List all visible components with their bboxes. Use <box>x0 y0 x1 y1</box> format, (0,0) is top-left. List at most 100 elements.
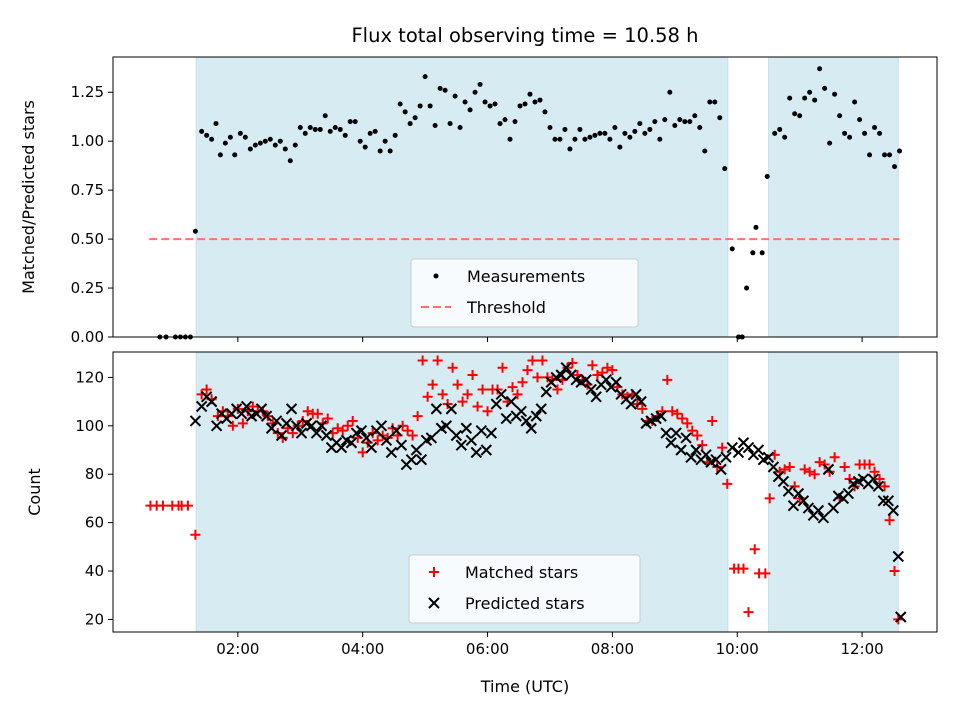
x-tick-label: 10:00 <box>716 640 759 658</box>
predicted-point <box>817 512 830 524</box>
predicted-point <box>345 437 358 449</box>
predicted-point <box>777 475 790 488</box>
measurement-point <box>672 123 678 129</box>
predicted-point <box>762 451 775 463</box>
measurement-point <box>357 138 363 144</box>
measurement-point <box>332 124 338 130</box>
measurement-point <box>532 99 538 105</box>
measurement-point <box>637 121 643 127</box>
predicted-point <box>395 439 408 451</box>
measurement-point <box>272 142 278 148</box>
measurement-point <box>777 126 783 132</box>
predicted-point <box>680 432 692 444</box>
matched-point <box>738 563 749 574</box>
measurement-point <box>612 124 618 130</box>
measurement-point <box>567 146 573 152</box>
measurement-point <box>707 99 713 105</box>
measurement-point <box>372 128 378 134</box>
matched-point <box>537 355 548 366</box>
predicted-point <box>732 446 745 459</box>
measurement-point <box>262 138 268 144</box>
x-axis-label: Time (UTC) <box>480 677 569 696</box>
measurement-point <box>552 136 558 142</box>
predicted-point <box>882 495 895 507</box>
measurement-point <box>252 142 258 148</box>
matched-point <box>337 425 348 436</box>
matched-point <box>237 418 248 429</box>
measurement-point <box>457 124 463 130</box>
predicted-point <box>355 424 368 437</box>
measurement-point <box>437 85 443 91</box>
measurement-point <box>217 152 223 158</box>
bottom-panel: 20 40 60 80 100 120 02:00 04:00 06:00 08:00 10:00 1… <box>25 351 938 658</box>
measurement-point <box>307 124 313 130</box>
legend-matched-swatch <box>429 567 439 577</box>
predicted-point <box>580 374 592 386</box>
matched-point <box>312 408 323 419</box>
matched-point <box>512 389 523 400</box>
predicted-point <box>515 405 527 417</box>
matched-point <box>517 377 528 388</box>
measurement-point <box>572 136 578 142</box>
measurement-point <box>702 148 708 154</box>
matched-point <box>552 384 563 395</box>
predicted-point <box>305 420 318 432</box>
y-tick-label: 80 <box>85 465 104 483</box>
predicted-point <box>822 463 835 476</box>
y-tick-label: 0.00 <box>71 328 104 346</box>
measurement-point <box>797 113 803 119</box>
measurement-point <box>537 97 543 103</box>
legend-frame <box>408 554 641 624</box>
predicted-point <box>505 395 517 408</box>
predicted-point <box>205 395 218 408</box>
matched-point <box>743 607 754 618</box>
measurement-point <box>744 285 750 291</box>
measurement-point <box>204 132 210 138</box>
measurement-point <box>652 119 658 125</box>
predicted-point <box>685 451 697 463</box>
measurement-point <box>872 124 878 130</box>
predicted-point <box>895 611 907 623</box>
figure-title: Flux total observing time = 10.58 h <box>351 24 698 47</box>
measurement-point <box>407 121 413 127</box>
matched-point <box>809 469 820 480</box>
predicted-point <box>635 395 647 408</box>
matched-point <box>532 372 543 383</box>
measurement-point <box>750 250 756 256</box>
y-tick-label: 0.50 <box>71 230 104 248</box>
measurement-point <box>867 152 873 158</box>
matched-point <box>692 430 703 441</box>
matched-point <box>347 415 358 426</box>
matched-point <box>869 466 880 477</box>
measurement-point <box>402 109 408 115</box>
predicted-point <box>460 422 473 434</box>
measurement-point <box>267 136 273 142</box>
measurement-point <box>602 130 608 136</box>
measurement-point <box>317 126 323 132</box>
series-measurements <box>157 66 903 340</box>
x-tick-label: 08:00 <box>591 640 634 658</box>
predicted-point <box>485 427 497 439</box>
y-tick-label: 1.25 <box>71 83 104 101</box>
measurement-point <box>782 134 788 140</box>
predicted-point <box>285 403 298 415</box>
measurement-point <box>887 152 893 158</box>
measurement-point <box>347 119 353 125</box>
measurement-point <box>297 124 303 130</box>
measurement-point <box>753 224 759 230</box>
legend-measurement-swatch <box>433 273 439 279</box>
measurement-point <box>292 142 298 148</box>
predicted-point <box>525 422 537 434</box>
matched-point <box>717 442 728 453</box>
legend-label: Threshold <box>466 298 546 317</box>
predicted-point <box>410 444 423 456</box>
measurement-point <box>517 103 523 109</box>
predicted-point <box>235 408 248 420</box>
predicted-point <box>240 400 253 413</box>
predicted-point <box>500 412 512 425</box>
predicted-point <box>335 441 348 454</box>
legend-predicted-swatch <box>428 597 440 609</box>
predicted-point <box>867 473 880 485</box>
measurement-point <box>557 136 563 142</box>
predicted-point <box>742 441 755 454</box>
